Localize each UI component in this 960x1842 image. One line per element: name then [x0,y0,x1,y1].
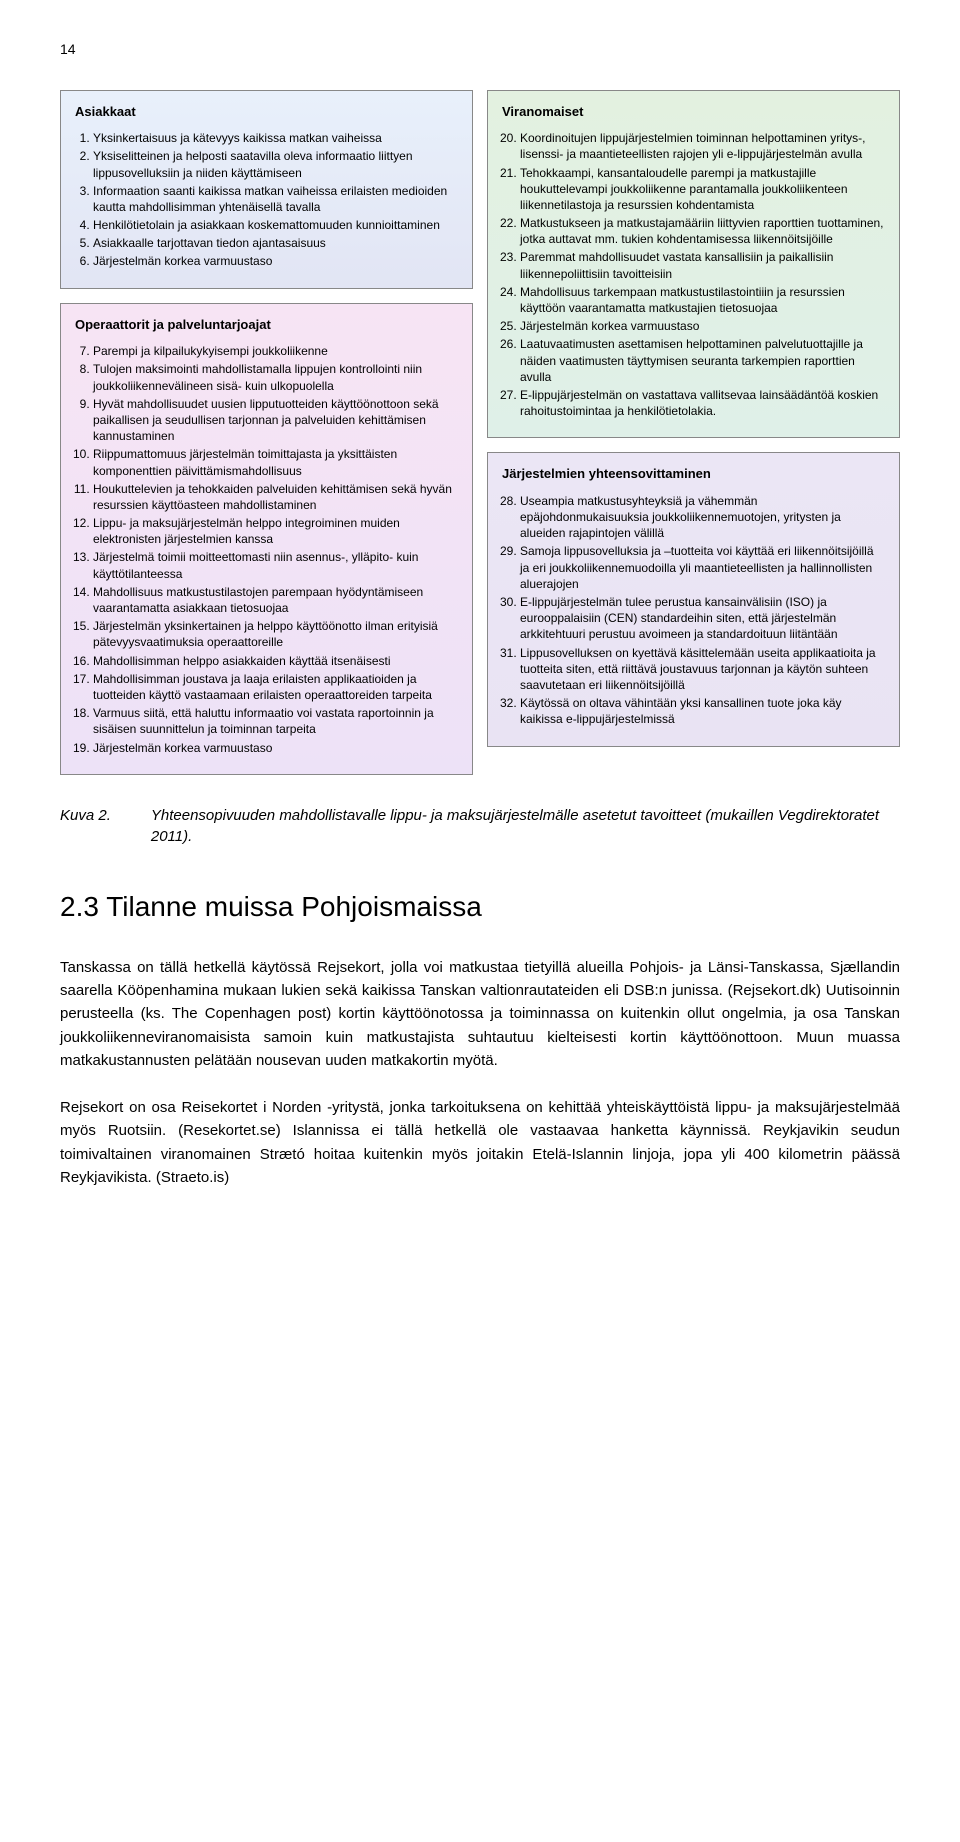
list-item: Asiakkaalle tarjottavan tiedon ajantasai… [93,235,458,251]
box-operators-title: Operaattorit ja palveluntarjoajat [75,316,458,334]
list-item: Lippusovelluksen on kyettävä käsittelemä… [520,645,885,694]
box-systems-list: Useampia matkustusyhteyksiä ja vähemmän … [520,493,885,728]
list-item: Hyvät mahdollisuudet uusien lipputuottei… [93,396,458,445]
left-column: Asiakkaat Yksinkertaisuus ja kätevyys ka… [60,90,473,775]
list-item: E-lippujärjestelmän on vastattava vallit… [520,387,885,419]
box-operators: Operaattorit ja palveluntarjoajat Paremp… [60,303,473,775]
list-item: Järjestelmän yksinkertainen ja helppo kä… [93,618,458,650]
page-number: 14 [60,40,900,60]
list-item: Riippumattomuus järjestelmän toimittajas… [93,446,458,478]
goals-boxes: Asiakkaat Yksinkertaisuus ja kätevyys ka… [60,90,900,775]
paragraph-1: Tanskassa on tällä hetkellä käytössä Rej… [60,956,900,1072]
box-customers: Asiakkaat Yksinkertaisuus ja kätevyys ka… [60,90,473,289]
list-item: Informaation saanti kaikissa matkan vaih… [93,183,458,215]
box-authorities-title: Viranomaiset [502,103,885,121]
list-item: Järjestelmän korkea varmuustaso [93,740,458,756]
list-item: Parempi ja kilpailukykyisempi joukkoliik… [93,343,458,359]
section-heading: 2.3 Tilanne muissa Pohjoismaissa [60,887,900,926]
box-customers-list: Yksinkertaisuus ja kätevyys kaikissa mat… [93,130,458,270]
list-item: E-lippujärjestelmän tulee perustua kansa… [520,594,885,643]
paragraph-2: Rejsekort on osa Reisekortet i Norden -y… [60,1096,900,1189]
box-customers-title: Asiakkaat [75,103,458,121]
list-item: Järjestelmän korkea varmuustaso [520,318,885,334]
list-item: Paremmat mahdollisuudet vastata kansalli… [520,249,885,281]
list-item: Houkuttelevien ja tehokkaiden palveluide… [93,481,458,513]
right-column: Viranomaiset Koordinoitujen lippujärjest… [487,90,900,775]
list-item: Yksinkertaisuus ja kätevyys kaikissa mat… [93,130,458,146]
list-item: Järjestelmä toimii moitteettomasti niin … [93,549,458,581]
caption-text: Yhteensopivuuden mahdollistavalle lippu-… [151,805,900,847]
list-item: Tulojen maksimointi mahdollistamalla lip… [93,361,458,393]
box-operators-list: Parempi ja kilpailukykyisempi joukkoliik… [93,343,458,756]
list-item: Yksiselitteinen ja helposti saatavilla o… [93,148,458,180]
box-authorities: Viranomaiset Koordinoitujen lippujärjest… [487,90,900,439]
list-item: Tehokkaampi, kansantaloudelle parempi ja… [520,165,885,214]
list-item: Varmuus siitä, että haluttu informaatio … [93,705,458,737]
list-item: Samoja lippusovelluksia ja –tuotteita vo… [520,543,885,592]
box-systems-title: Järjestelmien yhteensovittaminen [502,465,885,483]
caption-label: Kuva 2. [60,805,111,847]
box-systems: Järjestelmien yhteensovittaminen Useampi… [487,452,900,746]
box-authorities-list: Koordinoitujen lippujärjestelmien toimin… [520,130,885,419]
list-item: Käytössä on oltava vähintään yksi kansal… [520,695,885,727]
list-item: Mahdollisuus tarkempaan matkustustilasto… [520,284,885,316]
list-item: Useampia matkustusyhteyksiä ja vähemmän … [520,493,885,542]
list-item: Laatuvaatimusten asettamisen helpottamin… [520,336,885,385]
figure-caption: Kuva 2. Yhteensopivuuden mahdollistavall… [60,805,900,847]
list-item: Mahdollisimman helppo asiakkaiden käyttä… [93,653,458,669]
list-item: Henkilötietolain ja asiakkaan koskematto… [93,217,458,233]
list-item: Koordinoitujen lippujärjestelmien toimin… [520,130,885,162]
list-item: Mahdollisimman joustava ja laaja erilais… [93,671,458,703]
list-item: Lippu- ja maksujärjestelmän helppo integ… [93,515,458,547]
list-item: Järjestelmän korkea varmuustaso [93,253,458,269]
list-item: Mahdollisuus matkustustilastojen parempa… [93,584,458,616]
list-item: Matkustukseen ja matkustajamääriin liitt… [520,215,885,247]
